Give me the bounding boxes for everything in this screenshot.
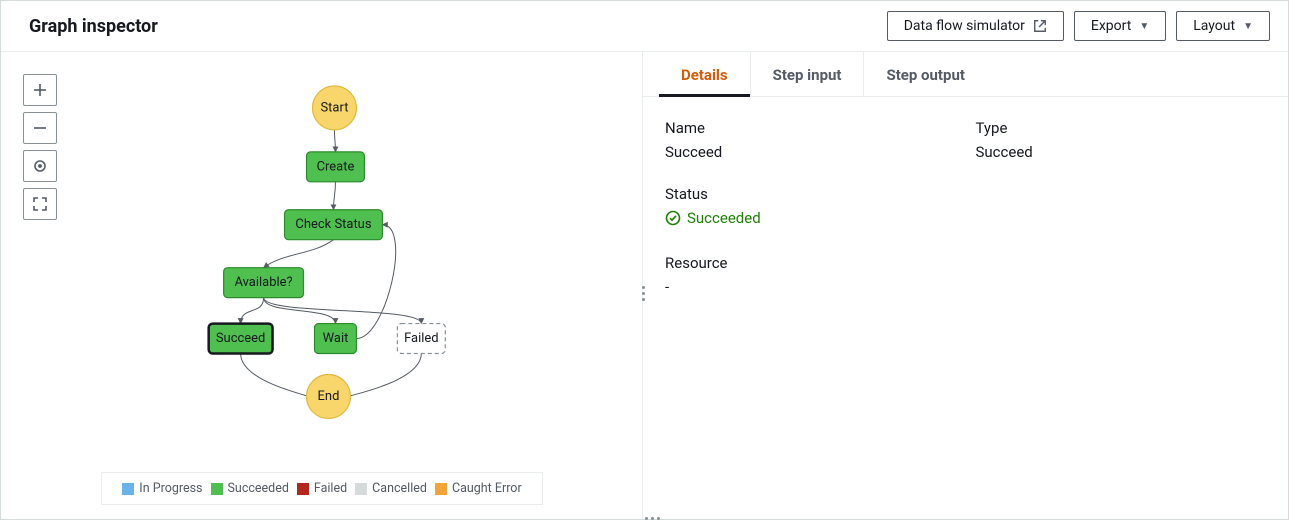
field-label-status: Status	[665, 185, 1266, 203]
field-value-name: Succeed	[665, 143, 956, 161]
graph-node-end[interactable]: End	[307, 374, 351, 418]
state-machine-graph[interactable]: Start Create Check Status Available? Succeed…	[1, 52, 642, 471]
graph-node-failed[interactable]: Failed	[397, 324, 445, 354]
svg-text:Check Status: Check Status	[295, 217, 371, 232]
swatch	[297, 483, 309, 495]
legend-item: Failed	[297, 481, 347, 496]
page-title: Graph inspector	[29, 16, 158, 37]
success-icon	[665, 210, 681, 226]
details-section: Name Succeed Type Succeed Status Succeed…	[643, 97, 1288, 318]
field-value-type: Succeed	[976, 143, 1267, 161]
swatch	[211, 483, 223, 495]
graph-node-create[interactable]: Create	[307, 152, 365, 182]
graph-node-start[interactable]: Start	[313, 86, 357, 130]
field-label-resource: Resource	[665, 254, 1266, 272]
legend: In Progress Succeeded Failed Cancelled Caugh…	[101, 472, 543, 505]
svg-text:End: End	[318, 389, 340, 404]
header: Graph inspector Data flow simulator Expo…	[1, 1, 1288, 52]
legend-item: Caught Error	[435, 481, 522, 496]
tab-step_output[interactable]: Step output	[864, 52, 986, 96]
graph-edge	[241, 298, 264, 324]
tab-step_input[interactable]: Step input	[751, 52, 865, 96]
swatch	[122, 483, 134, 495]
graph-edge	[241, 354, 308, 397]
graph-node-wait[interactable]: Wait	[315, 324, 357, 354]
graph-edge	[333, 182, 335, 210]
svg-text:Create: Create	[317, 159, 355, 174]
graph-node-avail[interactable]: Available?	[224, 268, 304, 298]
layout-button[interactable]: Layout ▼	[1176, 11, 1270, 41]
field-label-name: Name	[665, 119, 956, 137]
data-flow-simulator-button[interactable]: Data flow simulator	[887, 11, 1064, 41]
graph-edge	[334, 130, 335, 152]
status-badge: Succeeded	[665, 209, 761, 227]
graph-node-succeed[interactable]: Succeed	[209, 324, 273, 354]
chevron-down-icon: ▼	[1243, 21, 1253, 32]
graph-node-check[interactable]: Check Status	[285, 210, 383, 240]
field-value-resource: -	[665, 278, 1266, 296]
svg-text:Wait: Wait	[323, 331, 349, 346]
graph-canvas-pane: Start Create Check Status Available? Succeed…	[1, 52, 643, 519]
graph-edge	[264, 298, 422, 324]
resize-handle-vertical[interactable]	[637, 286, 649, 301]
graph-edge	[264, 240, 334, 268]
field-label-type: Type	[976, 119, 1267, 137]
legend-item: Cancelled	[355, 481, 427, 496]
legend-item: In Progress	[122, 481, 202, 496]
svg-text:Available?: Available?	[234, 275, 292, 290]
chevron-down-icon: ▼	[1139, 21, 1149, 32]
svg-text:Failed: Failed	[404, 331, 439, 346]
swatch	[435, 483, 447, 495]
export-button[interactable]: Export ▼	[1074, 11, 1166, 41]
graph-edge	[350, 354, 422, 397]
tab-details[interactable]: Details	[659, 52, 751, 96]
swatch	[355, 483, 367, 495]
external-link-icon	[1033, 19, 1047, 33]
graph-edge	[356, 225, 395, 339]
graph-inspector-panel: Graph inspector Data flow simulator Expo…	[0, 0, 1289, 520]
details-pane: DetailsStep inputStep output Name Succee…	[643, 52, 1288, 519]
svg-text:Succeed: Succeed	[216, 331, 266, 346]
svg-text:Start: Start	[320, 100, 348, 115]
legend-item: Succeeded	[211, 481, 289, 496]
tabs: DetailsStep inputStep output	[643, 52, 1288, 97]
graph-edge	[264, 298, 336, 324]
